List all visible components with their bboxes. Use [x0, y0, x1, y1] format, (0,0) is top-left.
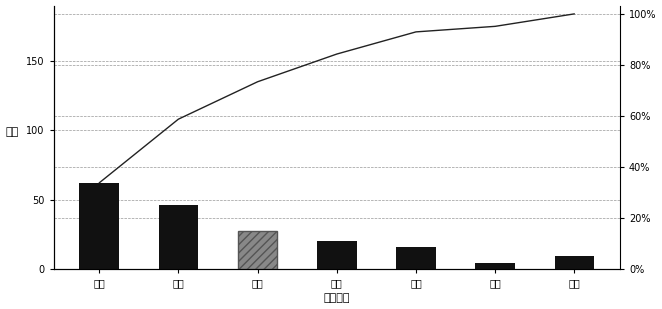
- Bar: [79, 183, 119, 269]
- Bar: [317, 241, 357, 269]
- Bar: [555, 256, 594, 269]
- Bar: [396, 247, 436, 269]
- Bar: [238, 231, 277, 269]
- Bar: [475, 263, 515, 269]
- X-axis label: 不良原因: 不良原因: [324, 294, 350, 303]
- Y-axis label: 数量: 数量: [5, 127, 19, 137]
- Bar: [158, 205, 198, 269]
